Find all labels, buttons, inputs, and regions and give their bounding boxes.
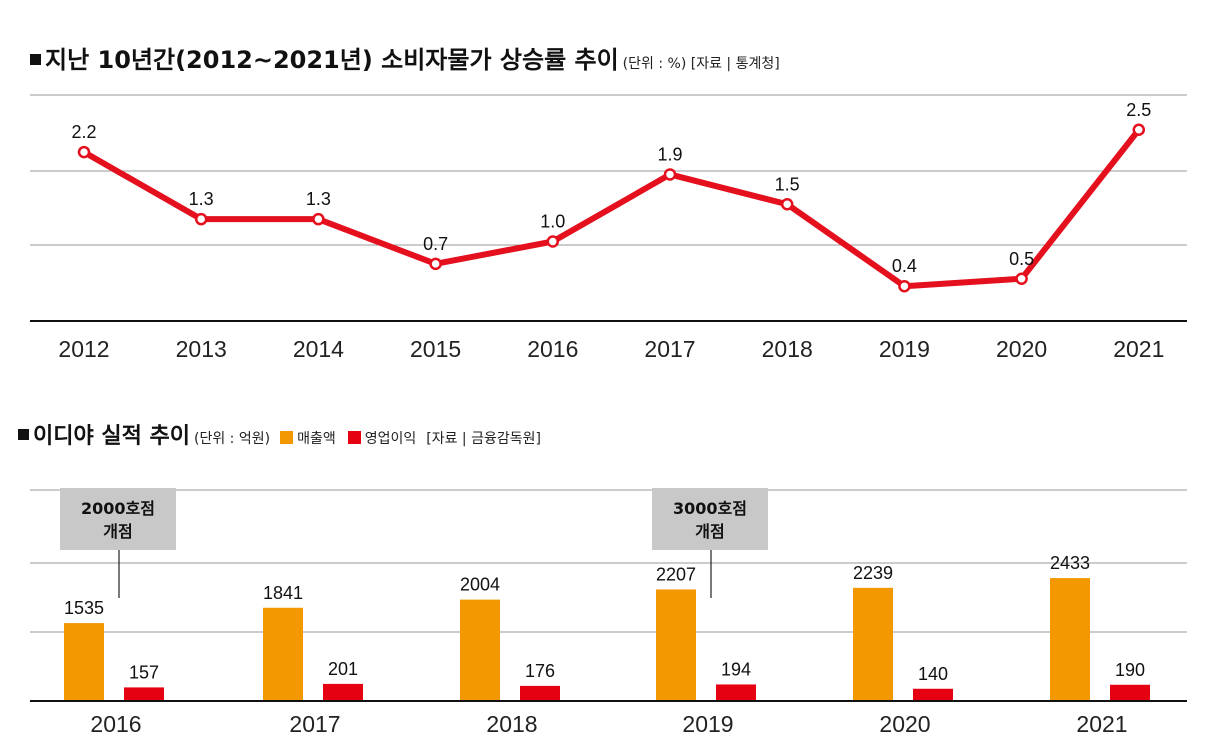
data-point	[663, 168, 677, 181]
x-tick-label: 2017	[644, 336, 695, 362]
x-tick-label: 2016	[527, 336, 578, 362]
bar-revenue	[263, 607, 303, 700]
bar-revenue	[1050, 578, 1090, 700]
data-label: 1.0	[540, 212, 565, 232]
bar-profit	[520, 685, 560, 700]
bar-profit	[1110, 684, 1150, 700]
title-bullet-icon	[18, 429, 29, 440]
x-tick-label: 2018	[762, 336, 813, 362]
bar-label-revenue: 1535	[64, 598, 104, 618]
bar-profit	[124, 687, 164, 700]
data-label: 1.5	[775, 174, 800, 194]
data-label: 0.7	[423, 234, 448, 254]
x-tick-label: 2015	[410, 336, 461, 362]
bar-chart: 1535 157 2016 1841 201 2017 2004 176 2018 2207 194…	[30, 488, 1187, 737]
bar-label-profit: 176	[525, 661, 555, 681]
x-tick-label: 2021	[1113, 336, 1164, 362]
bar-label-revenue: 2433	[1050, 553, 1090, 573]
data-point	[312, 212, 325, 226]
data-point	[1132, 123, 1146, 136]
callout-line-2: 개점	[695, 522, 724, 541]
data-point	[1015, 272, 1028, 285]
bar-chart-source: [자료 | 금융감독원]	[426, 431, 541, 447]
bar-label-revenue: 2004	[460, 575, 500, 595]
x-tick-label: 2012	[58, 336, 109, 362]
line-chart-title-text: 지난 10년간(2012~2021년) 소비자물가 상승률 추이	[45, 46, 619, 74]
data-label: 2.5	[1126, 100, 1151, 120]
legend-swatch-profit	[347, 431, 361, 444]
bar-label-profit: 140	[918, 664, 948, 684]
line-chart-subtitle: (단위 : %) [자료 | 통계청]	[622, 56, 780, 72]
bar-chart-title: 이디야 실적 추이 (단위 : 억원) 매출액 영업이익 [자료 | 금융감독원]	[18, 418, 541, 450]
x-tick-label: 2014	[293, 336, 344, 362]
data-label: 1.9	[657, 144, 682, 164]
x-tick-label: 2016	[90, 711, 141, 737]
bar-label-profit: 157	[129, 662, 159, 682]
bar-revenue	[656, 589, 696, 700]
data-point	[780, 198, 794, 211]
data-label: 1.3	[306, 189, 331, 209]
bar-label-revenue: 2207	[656, 564, 696, 584]
line-chart: 2.2 2012 1.3 2013 1.3 2014 0.7 2015 1.0 2016 1.9 20…	[30, 94, 1187, 362]
x-tick-label: 2021	[1076, 711, 1127, 737]
x-tick-label: 2020	[996, 336, 1047, 362]
series-line	[81, 126, 1142, 290]
callout-box	[60, 488, 176, 550]
bar-label-revenue: 1841	[263, 583, 303, 603]
data-label: 1.3	[189, 189, 214, 209]
x-tick-label: 2019	[682, 711, 733, 737]
data-label: 0.4	[892, 256, 917, 276]
x-tick-label: 2019	[879, 336, 930, 362]
data-point	[898, 279, 911, 293]
bar-profit	[716, 684, 756, 700]
bar-profit	[913, 688, 953, 700]
x-tick-label: 2017	[289, 711, 340, 737]
callout-line-2: 개점	[103, 522, 132, 541]
legend-label-profit: 영업이익	[364, 431, 417, 447]
bar-chart-title-text: 이디야 실적 추이	[33, 424, 190, 449]
line-chart-title: 지난 10년간(2012~2021년) 소비자물가 상승률 추이 (단위 : %)…	[30, 40, 780, 75]
bar-revenue	[853, 587, 893, 700]
x-tick-label: 2020	[879, 711, 930, 737]
data-point	[77, 145, 91, 159]
callout-line-1: 3000호점	[673, 499, 747, 518]
title-bullet-icon	[30, 54, 41, 65]
data-point	[429, 257, 442, 271]
callout-box	[652, 488, 768, 550]
data-label: 2.2	[71, 122, 96, 142]
x-tick-label: 2018	[486, 711, 537, 737]
bar-chart-unit: (단위 : 억원)	[194, 431, 271, 447]
bar-profit	[323, 683, 363, 700]
data-label: 0.5	[1009, 249, 1034, 269]
bar-label-profit: 194	[721, 659, 751, 679]
legend-swatch-revenue	[280, 431, 294, 444]
data-point	[546, 235, 560, 248]
bar-label-revenue: 2239	[853, 563, 893, 583]
bar-label-profit: 201	[328, 659, 358, 679]
x-tick-label: 2013	[176, 336, 227, 362]
bar-revenue	[64, 623, 104, 700]
data-point	[194, 212, 208, 226]
bar-label-profit: 190	[1115, 660, 1145, 680]
callout-line-1: 2000호점	[81, 499, 155, 518]
bar-revenue	[460, 599, 500, 700]
legend-label-revenue: 매출액	[297, 431, 336, 447]
